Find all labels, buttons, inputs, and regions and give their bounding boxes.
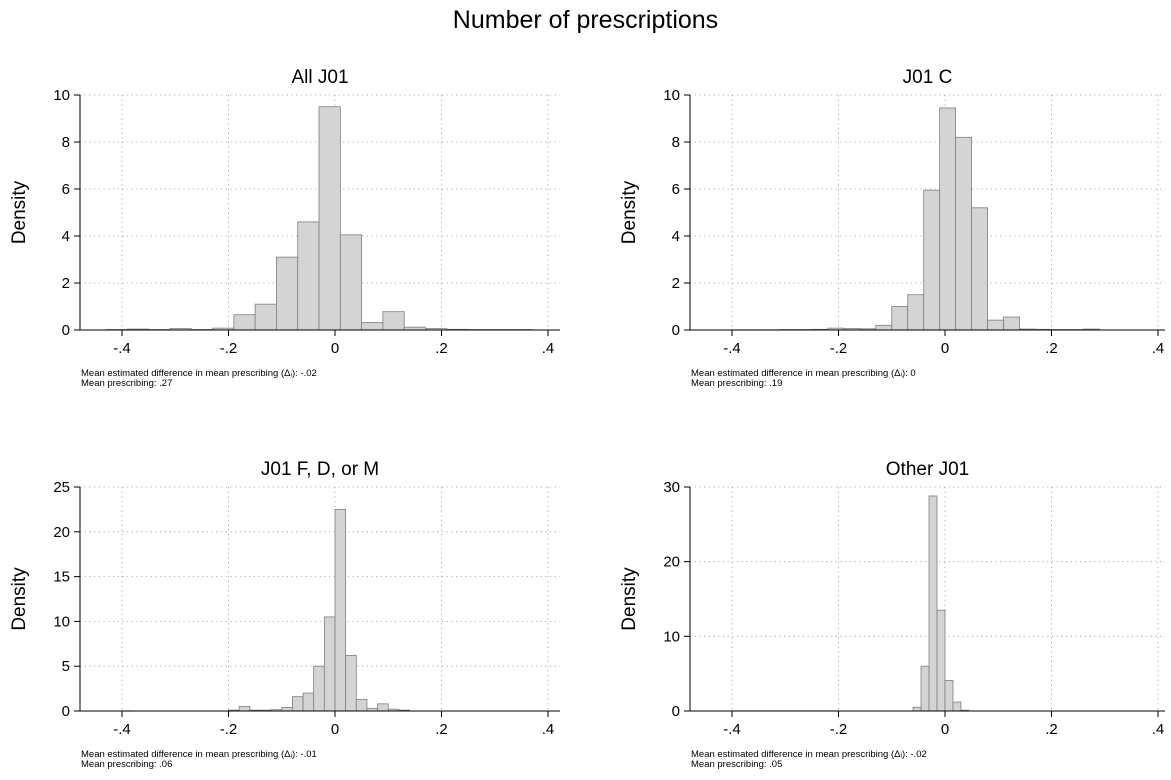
chart-note: Mean prescribing: .19	[691, 378, 782, 389]
histogram-bar	[233, 314, 256, 331]
chart-note: Mean estimated difference in mean prescr…	[691, 749, 927, 760]
histogram-bar	[254, 303, 277, 331]
histogram-bar	[382, 311, 405, 331]
x-tick-label: .4	[1152, 721, 1165, 738]
histogram-bar	[907, 294, 925, 331]
histogram-bar	[377, 703, 389, 712]
histogram-bar	[1003, 316, 1020, 331]
chart-title: Other J01	[886, 459, 969, 480]
chart-note: Mean estimated difference in mean prescr…	[691, 368, 916, 379]
x-tick-label: .2	[435, 340, 448, 357]
y-tick-label: 0	[62, 322, 70, 339]
y-tick-label: 30	[663, 479, 680, 496]
y-tick-label: 15	[53, 569, 70, 586]
x-tick-label: -.4	[113, 340, 131, 357]
y-tick-label: 0	[62, 703, 70, 720]
histogram-bar	[891, 306, 909, 331]
histogram-bar	[323, 616, 336, 712]
y-axis-label: Density	[9, 180, 30, 244]
y-tick-label: 4	[672, 228, 680, 245]
figure-title: Number of prescriptions	[452, 6, 719, 34]
chart-title: All J01	[291, 67, 348, 88]
y-tick-label: 4	[62, 228, 70, 245]
histogram-bar	[939, 107, 957, 331]
chart-title: J01 C	[903, 67, 953, 88]
x-tick-label: .2	[435, 721, 448, 738]
x-tick-label: -.4	[113, 721, 131, 738]
y-tick-label: 6	[62, 181, 70, 198]
y-tick-label: 25	[53, 479, 70, 496]
y-axis-label: Density	[619, 567, 640, 631]
histogram-bar	[928, 495, 938, 712]
y-axis-label: Density	[9, 567, 30, 631]
histogram-bar	[339, 234, 363, 331]
histogram-bar	[971, 207, 989, 331]
histogram-bar	[302, 692, 315, 712]
y-tick-label: 10	[53, 613, 70, 630]
histogram-bar	[318, 106, 341, 331]
chart-panel-3: J01 F, D, or M Density 0 5 10 15 20 25 -.4 -.2 0 .2…	[9, 459, 560, 770]
y-tick-label: 6	[672, 181, 680, 198]
x-tick-label: -.4	[723, 340, 741, 357]
histogram-bar	[281, 707, 293, 712]
y-tick-label: 20	[53, 524, 70, 541]
x-tick-label: 0	[941, 340, 949, 357]
y-tick-label: 5	[62, 658, 70, 675]
chart-note: Mean estimated difference in mean prescr…	[81, 749, 317, 760]
x-tick-label: 0	[331, 340, 339, 357]
histogram-bar	[912, 706, 922, 712]
x-tick-label: -.2	[830, 340, 848, 357]
histogram-bar	[923, 189, 941, 331]
y-tick-label: 0	[672, 703, 680, 720]
chart-note: Mean estimated difference in mean prescr…	[81, 368, 317, 379]
histogram-bar	[297, 221, 320, 331]
chart-note: Mean prescribing: .06	[81, 759, 172, 770]
y-tick-label: 0	[672, 322, 680, 339]
chart-panel-4: Other J01 Density 0 10 20 30 -.4 -.2 0 .2 .4 Mean e…	[619, 459, 1165, 770]
histogram-bar	[955, 136, 973, 331]
x-tick-label: -.2	[220, 721, 238, 738]
histogram-bar	[291, 696, 304, 712]
histogram-bar	[920, 665, 930, 712]
histogram-bar	[952, 701, 962, 712]
y-tick-label: 2	[62, 275, 70, 292]
x-tick-label: -.2	[830, 721, 848, 738]
y-tick-label: 10	[663, 87, 680, 104]
histogram-bar	[334, 508, 347, 712]
chart-note: Mean prescribing: .27	[81, 378, 172, 389]
y-tick-label: 2	[672, 275, 680, 292]
histogram-bar	[355, 698, 368, 712]
x-tick-label: .4	[1152, 340, 1165, 357]
histogram-bar	[875, 324, 893, 331]
x-tick-label: -.2	[220, 340, 238, 357]
y-tick-label: 10	[663, 628, 680, 645]
y-tick-label: 10	[53, 87, 70, 104]
x-tick-label: .2	[1045, 721, 1058, 738]
y-tick-label: 8	[62, 134, 70, 151]
y-axis-label: Density	[619, 180, 640, 244]
chart-note: Mean prescribing: .05	[691, 759, 782, 770]
x-tick-label: 0	[941, 721, 949, 738]
x-tick-label: .4	[542, 340, 555, 357]
y-tick-label: 8	[672, 134, 680, 151]
chart-title: J01 F, D, or M	[261, 459, 379, 480]
chart-panel-1: All J01 Density 0 2 4 6 8 10 -.4 -.2 0 .2 .4 Mean est…	[9, 67, 560, 389]
x-tick-label: .2	[1045, 340, 1058, 357]
histogram-bar	[345, 655, 357, 712]
x-tick-label: .4	[542, 721, 555, 738]
chart-panel-2: J01 C Density 0 2 4 6 8 10 -.4 -.2 0 .2 .4 Mean estim…	[619, 67, 1165, 389]
histogram-bar	[987, 319, 1004, 331]
histogram-bar	[313, 665, 325, 712]
x-tick-label: 0	[331, 721, 339, 738]
histogram-bar	[238, 706, 251, 712]
x-tick-label: -.4	[723, 721, 741, 738]
histogram-bar	[361, 322, 384, 331]
histogram-bar	[276, 256, 299, 331]
histogram-bar	[944, 679, 954, 712]
histogram-bar	[936, 609, 946, 712]
y-tick-label: 20	[663, 554, 680, 571]
